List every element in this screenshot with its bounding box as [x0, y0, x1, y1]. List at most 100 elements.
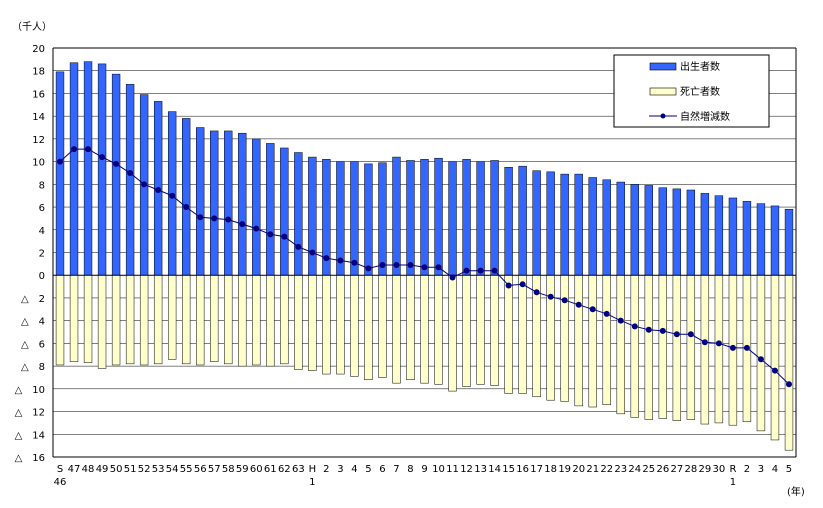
births-bar [588, 177, 597, 276]
births-bar [125, 84, 135, 276]
deaths-bar [616, 274, 625, 415]
births-bar [532, 170, 541, 276]
x-tick-sublabel: 1 [730, 477, 736, 488]
x-tick-label: 21 [586, 464, 599, 475]
deaths-bar [574, 274, 583, 407]
x-tick-label: 63 [292, 464, 305, 475]
x-tick-label: 47 [68, 464, 81, 475]
x-tick-label: 20 [572, 464, 585, 475]
y-tick-label: 20 [32, 44, 45, 55]
births-bar [490, 160, 499, 276]
deaths-bar [756, 274, 766, 432]
births-bar [280, 147, 289, 276]
natural-change-point [57, 158, 64, 165]
deaths-bar [448, 274, 457, 392]
x-tick-label: 14 [488, 464, 501, 475]
deaths-bar [55, 274, 65, 366]
births-bar [238, 132, 247, 276]
x-tick-label: 61 [264, 464, 277, 475]
natural-change-point [127, 169, 134, 176]
x-tick-label: 8 [407, 464, 413, 475]
births-bar [378, 162, 387, 276]
x-tick-label: 54 [166, 464, 179, 475]
x-tick-label: 2 [744, 464, 750, 475]
births-bar [546, 171, 555, 276]
births-bar [364, 163, 373, 276]
x-tick-label: 55 [180, 464, 193, 475]
births-bar [196, 127, 205, 276]
x-tick-label: 49 [96, 464, 109, 475]
x-tick-label: 48 [82, 464, 95, 475]
deaths-bar [167, 274, 177, 360]
deaths-bar [490, 274, 499, 386]
natural-change-line [57, 146, 792, 388]
legend-label-births: 出生者数 [680, 60, 720, 73]
natural-change-point [589, 306, 596, 313]
legend-label-deaths: 死亡者数 [680, 85, 720, 98]
x-tick-label: 18 [544, 464, 557, 475]
deaths-bar [153, 274, 163, 365]
deaths-bar [476, 274, 485, 385]
natural-change-point [547, 293, 554, 300]
natural-change-point [715, 340, 722, 347]
births-bar [756, 203, 766, 276]
natural-change-point [673, 331, 680, 338]
births-bar [770, 205, 780, 276]
births-bar [420, 159, 429, 276]
natural-change-point [407, 261, 414, 268]
x-tick-label: 17 [530, 464, 543, 475]
natural-change-point [505, 282, 512, 289]
natural-change-point [491, 267, 498, 274]
x-tick-label: 23 [614, 464, 627, 475]
y-tick-label: 6 [39, 203, 45, 214]
births-bar [504, 167, 513, 276]
x-tick-label: 12 [460, 464, 473, 475]
deaths-bar [434, 274, 443, 385]
births-bar [252, 138, 261, 276]
deaths-bar [658, 274, 667, 419]
deaths-bar [518, 274, 527, 394]
y-tick-label: 14 [32, 112, 45, 123]
y-tick-label: △ 14 [15, 430, 45, 441]
deaths-bar [350, 274, 359, 377]
natural-change-point [645, 326, 652, 333]
x-tick-label: 9 [421, 464, 427, 475]
deaths-bar [294, 274, 303, 370]
natural-change-point [771, 367, 778, 374]
births-bar [97, 63, 107, 276]
x-tick-label: 11 [446, 464, 459, 475]
births-bar [560, 173, 569, 276]
legend-swatch-births [649, 62, 677, 71]
deaths-bar [770, 274, 780, 441]
births-bar [602, 179, 611, 276]
x-tick-label: 5 [365, 464, 371, 475]
natural-change-point [337, 257, 344, 264]
births-bar [630, 184, 639, 276]
x-tick-label: 56 [194, 464, 207, 475]
births-bar [742, 201, 752, 276]
deaths-bar [224, 274, 233, 365]
x-tick-label: 29 [699, 464, 712, 475]
births-bar [224, 130, 233, 276]
x-tick-label: 22 [600, 464, 613, 475]
x-tick-label: R [729, 464, 736, 475]
births-bar [350, 161, 359, 276]
x-tick-label: 3 [337, 464, 343, 475]
x-tick-label: 15 [502, 464, 515, 475]
x-tick-label: 4 [351, 464, 357, 475]
births-bar [616, 181, 625, 276]
deaths-bar [462, 274, 471, 387]
natural-change-point [603, 310, 610, 317]
y-tick-label: △ 16 [15, 453, 45, 464]
x-tick-label: 25 [642, 464, 655, 475]
deaths-bar [196, 274, 205, 366]
y-tick-label: △ 4 [21, 317, 45, 328]
y-tick-label: △ 6 [21, 339, 45, 350]
natural-change-point [757, 356, 764, 363]
x-tick-label: 5 [786, 464, 792, 475]
natural-change-point [743, 344, 750, 351]
births-bar [728, 197, 738, 276]
natural-change-point [477, 267, 484, 274]
births-bar [644, 185, 653, 276]
